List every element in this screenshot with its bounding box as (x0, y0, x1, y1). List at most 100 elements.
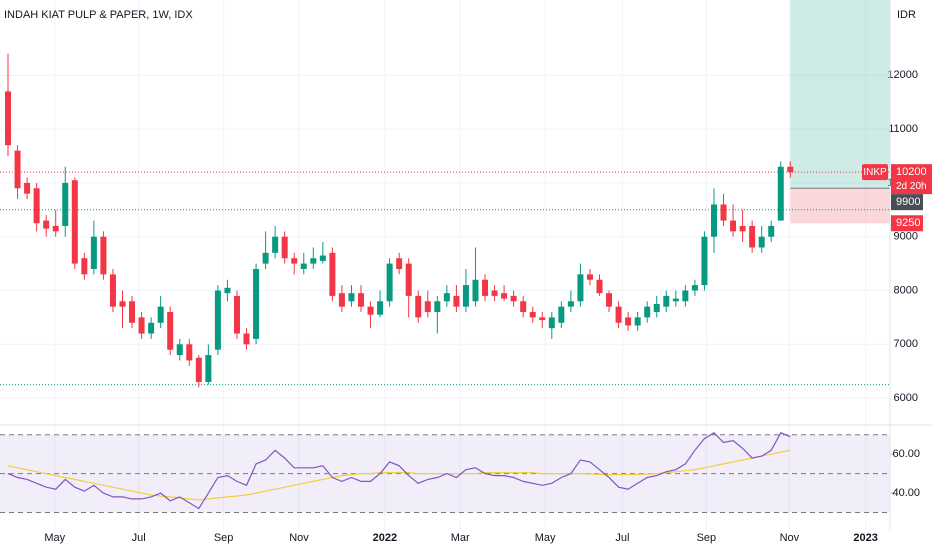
x-tick-label: 2023 (853, 532, 877, 544)
candle-body (749, 225, 756, 248)
candle-body (615, 306, 622, 323)
entry-price-label: 9900 (896, 196, 920, 208)
rsi-line (7, 432, 791, 510)
candle-body (462, 285, 469, 307)
candle-body (491, 290, 498, 296)
candle-body (501, 293, 508, 299)
candle-body (262, 252, 269, 264)
currency-label: IDR (897, 9, 916, 21)
candle-body (186, 344, 193, 361)
candle-body (653, 303, 660, 313)
candle-body (291, 258, 298, 264)
y-tick-label: 12000 (887, 69, 918, 81)
position-target-zone (790, 0, 890, 189)
candle-body (138, 317, 145, 334)
candle-body (434, 301, 441, 313)
x-tick-label: May (535, 532, 556, 544)
position-stop-zone (790, 188, 890, 224)
candle-body (329, 252, 336, 296)
x-tick-label: Sep (214, 532, 234, 544)
candle-body (310, 258, 317, 264)
x-tick-label: Jul (615, 532, 629, 544)
candle-body (214, 290, 221, 350)
candle-body (691, 285, 698, 291)
candle-body (24, 182, 31, 194)
candle-body (14, 150, 21, 189)
candle-body (787, 166, 794, 173)
candle-body (777, 166, 784, 221)
candle-body (405, 263, 412, 296)
candle-body (710, 204, 717, 237)
stop-price-box (891, 215, 923, 232)
candle-body (5, 91, 12, 146)
candle-body (233, 295, 240, 334)
candle-body (415, 295, 422, 318)
candle-body (758, 236, 765, 248)
candle-body (730, 220, 737, 232)
candle-body (443, 293, 450, 302)
candle-body (109, 274, 116, 307)
candle-body (338, 293, 345, 307)
candle-body (52, 225, 59, 232)
candle-body (386, 263, 393, 302)
x-tick-label: May (44, 532, 65, 544)
candle-body (243, 333, 250, 345)
x-tick-label: Mar (451, 532, 470, 544)
x-tick-label: Sep (697, 532, 717, 544)
candle-body (720, 204, 727, 221)
candle-body (548, 317, 555, 329)
candle-body (100, 236, 107, 275)
candle-body (577, 274, 584, 302)
x-tick-label: Jul (132, 532, 146, 544)
candle-body (567, 301, 574, 307)
candle-body (205, 355, 212, 382)
candle-body (472, 279, 479, 302)
candle-body (119, 301, 126, 307)
chart-title: INDAH KIAT PULP & PAPER, 1W, IDX (4, 9, 193, 21)
candle-body (672, 298, 679, 302)
candle-body (596, 279, 603, 294)
y-tick-label: 7000 (894, 338, 918, 350)
candle-body (167, 312, 174, 350)
candle-body (33, 188, 40, 224)
candle-body (81, 258, 88, 275)
candle-body (157, 306, 164, 323)
x-tick-label: 2022 (373, 532, 397, 544)
candle-body (644, 306, 651, 318)
candle-body (367, 306, 374, 315)
candle-body (357, 293, 364, 307)
candle-body (272, 236, 279, 253)
candle-body (701, 236, 708, 286)
candle-body (90, 236, 97, 269)
symbol-tag: INKP (863, 167, 887, 178)
candle-body (606, 293, 613, 307)
candle-body (510, 295, 517, 302)
candle-body (529, 312, 536, 318)
candle-body (682, 290, 689, 302)
candle-body (558, 306, 565, 323)
candle-body (195, 357, 202, 382)
x-tick-label: Nov (780, 532, 800, 544)
candle-body (148, 322, 155, 334)
candle-body (348, 293, 355, 302)
stop-price-label: 9250 (896, 217, 920, 229)
candle-body (539, 317, 546, 321)
candle-body (176, 344, 183, 356)
x-tick-label: Nov (289, 532, 309, 544)
y-tick-label: 9000 (894, 231, 918, 243)
candle-body (253, 268, 260, 339)
rsi-ma-line (7, 449, 791, 501)
candle-body (396, 258, 403, 269)
candle-body (424, 301, 431, 313)
candle-body (43, 220, 50, 229)
candle-body (482, 279, 489, 296)
rsi-tick-label: 40.00 (892, 487, 920, 499)
y-tick-label: 11000 (888, 123, 918, 135)
rsi-tick-label: 60.00 (892, 448, 920, 460)
candle-body (520, 301, 527, 313)
candle-body (319, 255, 326, 261)
candle-body (768, 225, 775, 237)
candle-body (62, 182, 69, 226)
candle-body (224, 287, 231, 294)
